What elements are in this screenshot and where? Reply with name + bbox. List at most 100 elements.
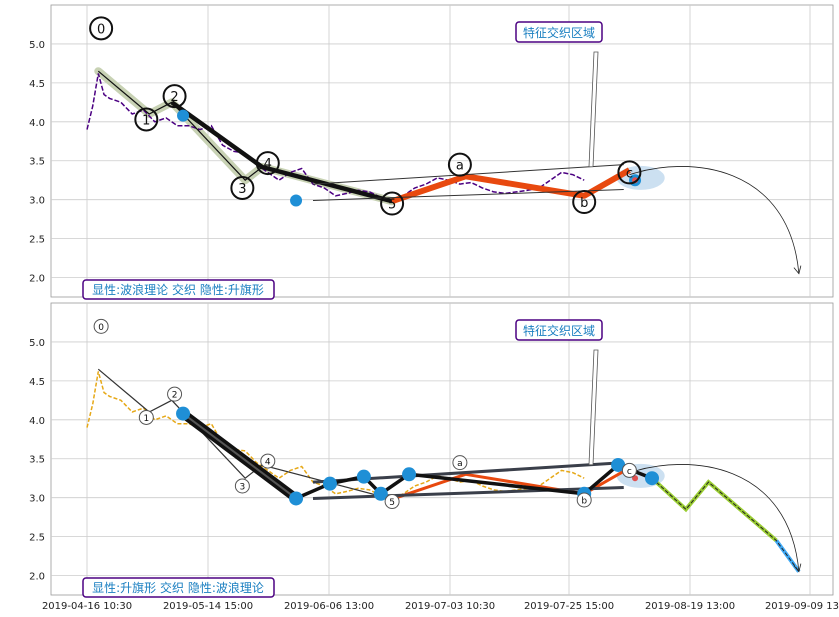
wave-impulse-line bbox=[97, 368, 393, 500]
annotation-box: 特征交织区域 bbox=[515, 319, 603, 341]
legend-box-frame bbox=[82, 279, 275, 300]
wave-label: 0 bbox=[97, 22, 105, 37]
wave-label: 5 bbox=[389, 498, 395, 508]
channel-lower bbox=[312, 189, 624, 201]
wave-label: c bbox=[626, 166, 633, 181]
callout-pointer bbox=[588, 349, 599, 466]
legend-box: 显性:波浪理论 交织 隐性:升旗形 bbox=[82, 279, 275, 300]
wave-label: 2 bbox=[172, 391, 178, 401]
focus-dot bbox=[632, 475, 639, 482]
y-tick-label: 2.0 bbox=[29, 572, 45, 583]
legend-box: 显性:升旗形 交织 隐性:波浪理论 bbox=[82, 577, 275, 598]
y-tick-label: 3.5 bbox=[29, 455, 45, 466]
wave-label: 2 bbox=[170, 90, 178, 105]
projection-arc bbox=[629, 166, 800, 274]
wave-corrective-line bbox=[391, 167, 631, 205]
wave-label: 3 bbox=[238, 182, 246, 197]
wave-label-circle bbox=[384, 494, 400, 510]
wave-label: 4 bbox=[264, 157, 272, 172]
wave-label-circle bbox=[576, 492, 592, 508]
top-panel: 2.0 2.5 3.0 3.5 4.0 4.5 5.0 0 1 2 3 4 5 a b c 特征交织区域 显性… bbox=[29, 4, 834, 300]
wave-label: b bbox=[581, 497, 587, 507]
wave-label-circle bbox=[93, 318, 109, 334]
annotation-box: 特征交织区域 bbox=[515, 21, 603, 43]
annotation-box-frame bbox=[515, 21, 603, 43]
marker-point bbox=[402, 467, 417, 482]
x-tick-label: 2019-08-19 13:00 bbox=[645, 601, 735, 612]
y-tick-label: 4.5 bbox=[29, 79, 45, 90]
y-tick-label: 2.5 bbox=[29, 533, 45, 544]
projection-arc bbox=[629, 464, 800, 572]
x-tick-label: 2019-07-25 15:00 bbox=[524, 601, 614, 612]
wave-label-circle bbox=[617, 160, 642, 185]
y-tick-label: 4.5 bbox=[29, 377, 45, 388]
wave-label: 1 bbox=[143, 414, 149, 424]
x-tick-label: 2019-07-03 10:30 bbox=[405, 601, 495, 612]
channel-lower bbox=[312, 486, 624, 500]
wave-label-circle bbox=[255, 151, 280, 176]
trend-line-core bbox=[182, 412, 297, 500]
wave-corrective-line bbox=[391, 466, 631, 501]
projection-arrowhead bbox=[793, 265, 802, 275]
wave-label-circle bbox=[380, 191, 405, 216]
future-path-dash bbox=[651, 477, 800, 572]
annotation-box-frame bbox=[515, 319, 603, 341]
wave-label-circle bbox=[260, 453, 276, 469]
projection-arrowhead bbox=[793, 563, 802, 573]
trend-line bbox=[170, 100, 393, 204]
plot-frame bbox=[50, 4, 834, 298]
wave-label-circle bbox=[89, 16, 114, 41]
annotation-box-text: 特征交织区域 bbox=[523, 323, 595, 338]
wave-label-circle bbox=[447, 152, 472, 177]
marker-point bbox=[290, 194, 303, 207]
wave-label-circle bbox=[234, 478, 250, 494]
y-tick-label: 3.0 bbox=[29, 196, 45, 207]
wave-label: 5 bbox=[388, 198, 396, 213]
x-tick-label: 2019-05-14 15:00 bbox=[163, 601, 253, 612]
x-tick-label: 2019-06-06 13:00 bbox=[284, 601, 374, 612]
marker-point bbox=[176, 406, 191, 421]
wave-label-circle bbox=[572, 190, 597, 215]
y-tick-label: 3.0 bbox=[29, 494, 45, 505]
annotation-box-text: 特征交织区域 bbox=[523, 25, 595, 40]
wave-label-circle bbox=[162, 84, 187, 109]
plot-layer: 2.0 2.5 3.0 3.5 4.0 4.5 5.0 0 1 2 3 4 5 a b c bbox=[29, 302, 834, 596]
wave-label-circle bbox=[621, 462, 637, 478]
wave-label-circle bbox=[452, 455, 468, 471]
bottom-panel: 2.0 2.5 3.0 3.5 4.0 4.5 5.0 0 1 2 3 4 5 a b c 特征交织区域 显性… bbox=[29, 302, 834, 598]
callout-pointer bbox=[588, 51, 599, 168]
wave-label: 4 bbox=[265, 458, 271, 468]
marker-point bbox=[289, 491, 304, 506]
wave-label: 1 bbox=[142, 113, 150, 128]
marker-point bbox=[645, 471, 659, 486]
y-tick-label: 5.0 bbox=[29, 338, 45, 349]
price-line bbox=[86, 73, 585, 203]
marker-point bbox=[322, 476, 337, 491]
legend-box-frame bbox=[82, 577, 275, 598]
x-tick-label: 2019-09-09 13:00 bbox=[765, 601, 839, 612]
x-tick-label: 2019-04-16 10:30 bbox=[42, 601, 132, 612]
y-tick-label: 5.0 bbox=[29, 40, 45, 51]
channel-upper bbox=[312, 164, 624, 185]
legend-box-text: 显性:波浪理论 交织 隐性:升旗形 bbox=[92, 282, 264, 297]
wave-label: c bbox=[627, 467, 632, 477]
legend-box-text: 显性:升旗形 交织 隐性:波浪理论 bbox=[92, 580, 264, 595]
y-tick-label: 4.0 bbox=[29, 118, 45, 129]
y-tick-label: 4.0 bbox=[29, 416, 45, 427]
y-tick-label: 2.5 bbox=[29, 235, 45, 246]
y-tick-label: 2.0 bbox=[29, 274, 45, 285]
wave-label: b bbox=[580, 196, 588, 211]
wave-label: a bbox=[457, 459, 463, 469]
y-tick-label: 3.5 bbox=[29, 157, 45, 168]
x-axis: 2019-04-16 10:30 2019-05-14 15:00 2019-0… bbox=[42, 601, 839, 612]
marker-point bbox=[356, 469, 371, 484]
wave-label: 0 bbox=[98, 323, 104, 333]
marker-point bbox=[373, 486, 388, 501]
marker-point bbox=[177, 109, 190, 122]
wave-label-circle bbox=[138, 409, 154, 425]
wave-label: 3 bbox=[240, 482, 246, 492]
wave-label-circle bbox=[230, 175, 255, 200]
plot-layer: 2.0 2.5 3.0 3.5 4.0 4.5 5.0 0 1 2 3 4 5 a b c bbox=[29, 4, 834, 298]
marker-point bbox=[611, 457, 626, 472]
plot-frame bbox=[50, 302, 834, 596]
